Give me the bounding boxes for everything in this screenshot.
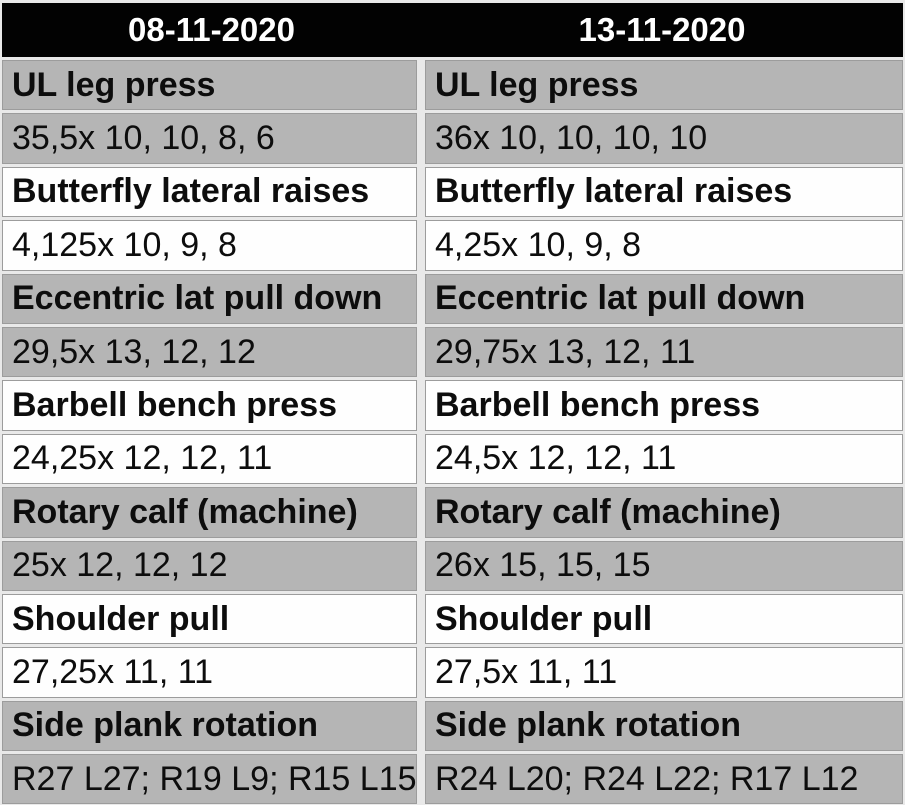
- exercise-name-cell: UL leg press: [2, 60, 417, 111]
- exercise-sets-cell: 36x 10, 10, 10, 10: [425, 113, 903, 164]
- exercise-sets-cell: 4,125x 10, 9, 8: [2, 220, 417, 271]
- exercise-sets-cell: R27 L27; R19 L9; R15 L15: [2, 754, 417, 805]
- exercise-name-cell: Shoulder pull: [2, 593, 417, 645]
- exercise-name-cell: Butterfly lateral raises: [2, 166, 417, 218]
- exercise-sets-cell: 24,25x 12, 12, 11: [2, 433, 417, 485]
- exercise-sets-cell: 27,25x 11, 11: [2, 647, 417, 698]
- exercise-sets-cell: 29,5x 13, 12, 12: [2, 326, 417, 378]
- exercise-sets-cell: 24,5x 12, 12, 11: [425, 433, 903, 485]
- exercise-name-cell: Butterfly lateral raises: [425, 166, 903, 218]
- exercise-name-cell: Side plank rotation: [2, 700, 417, 752]
- exercise-sets-cell: 4,25x 10, 9, 8: [425, 220, 903, 271]
- exercise-name-cell: Barbell bench press: [2, 380, 417, 431]
- table-header-row: 08-11-2020 13-11-2020: [2, 3, 903, 57]
- exercise-name-cell: Side plank rotation: [425, 700, 903, 752]
- exercise-sets-cell: R24 L20; R24 L22; R17 L12: [425, 754, 903, 805]
- exercise-sets-cell: 27,5x 11, 11: [425, 647, 903, 698]
- column-header-date-1: 08-11-2020: [128, 11, 295, 48]
- exercise-name-cell: Eccentric lat pull down: [2, 273, 417, 324]
- table-body: UL leg press UL leg press 35,5x 10, 10, …: [2, 60, 903, 805]
- exercise-sets-cell: 35,5x 10, 10, 8, 6: [2, 113, 417, 164]
- exercise-sets-cell: 25x 12, 12, 12: [2, 540, 417, 591]
- exercise-name-cell: Barbell bench press: [425, 380, 903, 431]
- exercise-sets-cell: 29,75x 13, 12, 11: [425, 326, 903, 378]
- column-header-date-2: 13-11-2020: [578, 11, 746, 48]
- exercise-sets-cell: 26x 15, 15, 15: [425, 540, 903, 591]
- exercise-name-cell: Rotary calf (machine): [425, 487, 903, 538]
- exercise-name-cell: Rotary calf (machine): [2, 487, 417, 538]
- exercise-name-cell: Eccentric lat pull down: [425, 273, 903, 324]
- exercise-name-cell: UL leg press: [425, 60, 903, 111]
- exercise-name-cell: Shoulder pull: [425, 593, 903, 645]
